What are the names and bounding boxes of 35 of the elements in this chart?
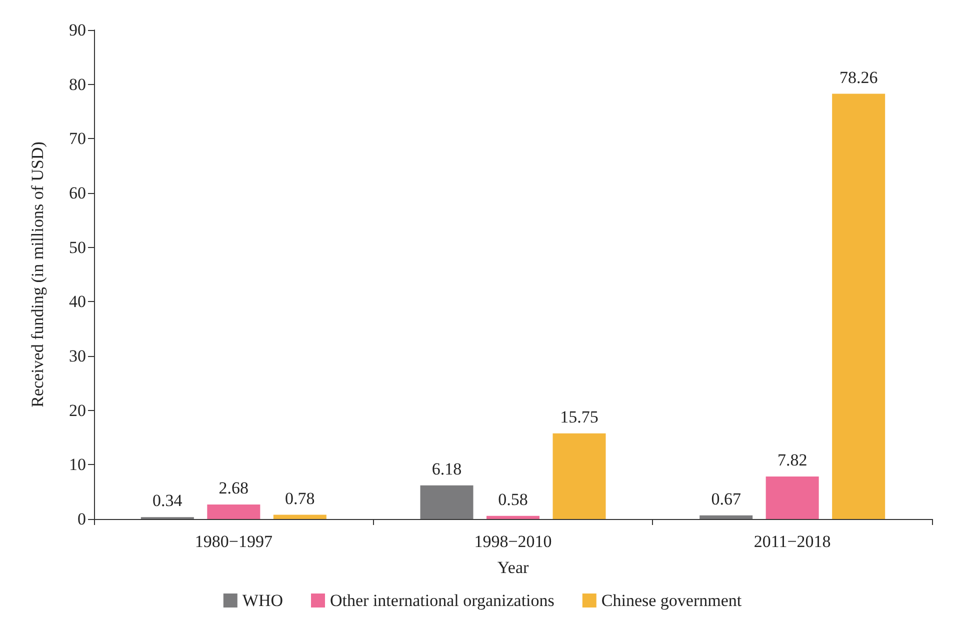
bar xyxy=(486,516,540,519)
y-axis-title: Received funding (in millions of USD) xyxy=(28,142,47,408)
x-tick-label: 2011−2018 xyxy=(754,532,831,551)
bar xyxy=(552,433,606,519)
bar xyxy=(273,514,326,519)
y-tick-label: 10 xyxy=(69,455,86,474)
x-axis-title: Year xyxy=(497,558,529,577)
x-tick-label: 1998−2010 xyxy=(474,532,552,551)
y-tick-label: 80 xyxy=(69,74,86,94)
data-label: 6.18 xyxy=(432,459,462,478)
y-tick-label: 90 xyxy=(69,20,86,40)
data-label: 0.67 xyxy=(711,489,742,508)
bar xyxy=(207,504,260,519)
data-label: 78.26 xyxy=(839,68,878,87)
legend-label: Other international organizations xyxy=(330,591,554,610)
legend-label: Chinese government xyxy=(601,591,742,610)
y-tick-label: 70 xyxy=(69,129,86,148)
x-tick-label: 1980−1997 xyxy=(194,532,273,551)
data-label: 2.68 xyxy=(218,478,249,498)
y-tick-label: 0 xyxy=(78,510,86,528)
y-tick-label: 50 xyxy=(69,238,86,257)
data-label: 7.82 xyxy=(777,450,808,470)
legend-label: WHO xyxy=(242,591,284,610)
y-tick-label: 30 xyxy=(69,346,86,366)
bar xyxy=(832,94,886,519)
y-tick-label: 60 xyxy=(69,184,86,202)
data-label: 15.75 xyxy=(560,407,598,426)
data-label: 0.34 xyxy=(152,491,183,510)
bar xyxy=(420,485,474,519)
y-tick-label: 20 xyxy=(69,400,86,420)
data-label: 0.78 xyxy=(285,488,315,508)
bar xyxy=(700,515,753,519)
data-label: 0.58 xyxy=(498,490,528,509)
bar xyxy=(766,476,819,519)
y-tick-label: 40 xyxy=(69,292,86,312)
